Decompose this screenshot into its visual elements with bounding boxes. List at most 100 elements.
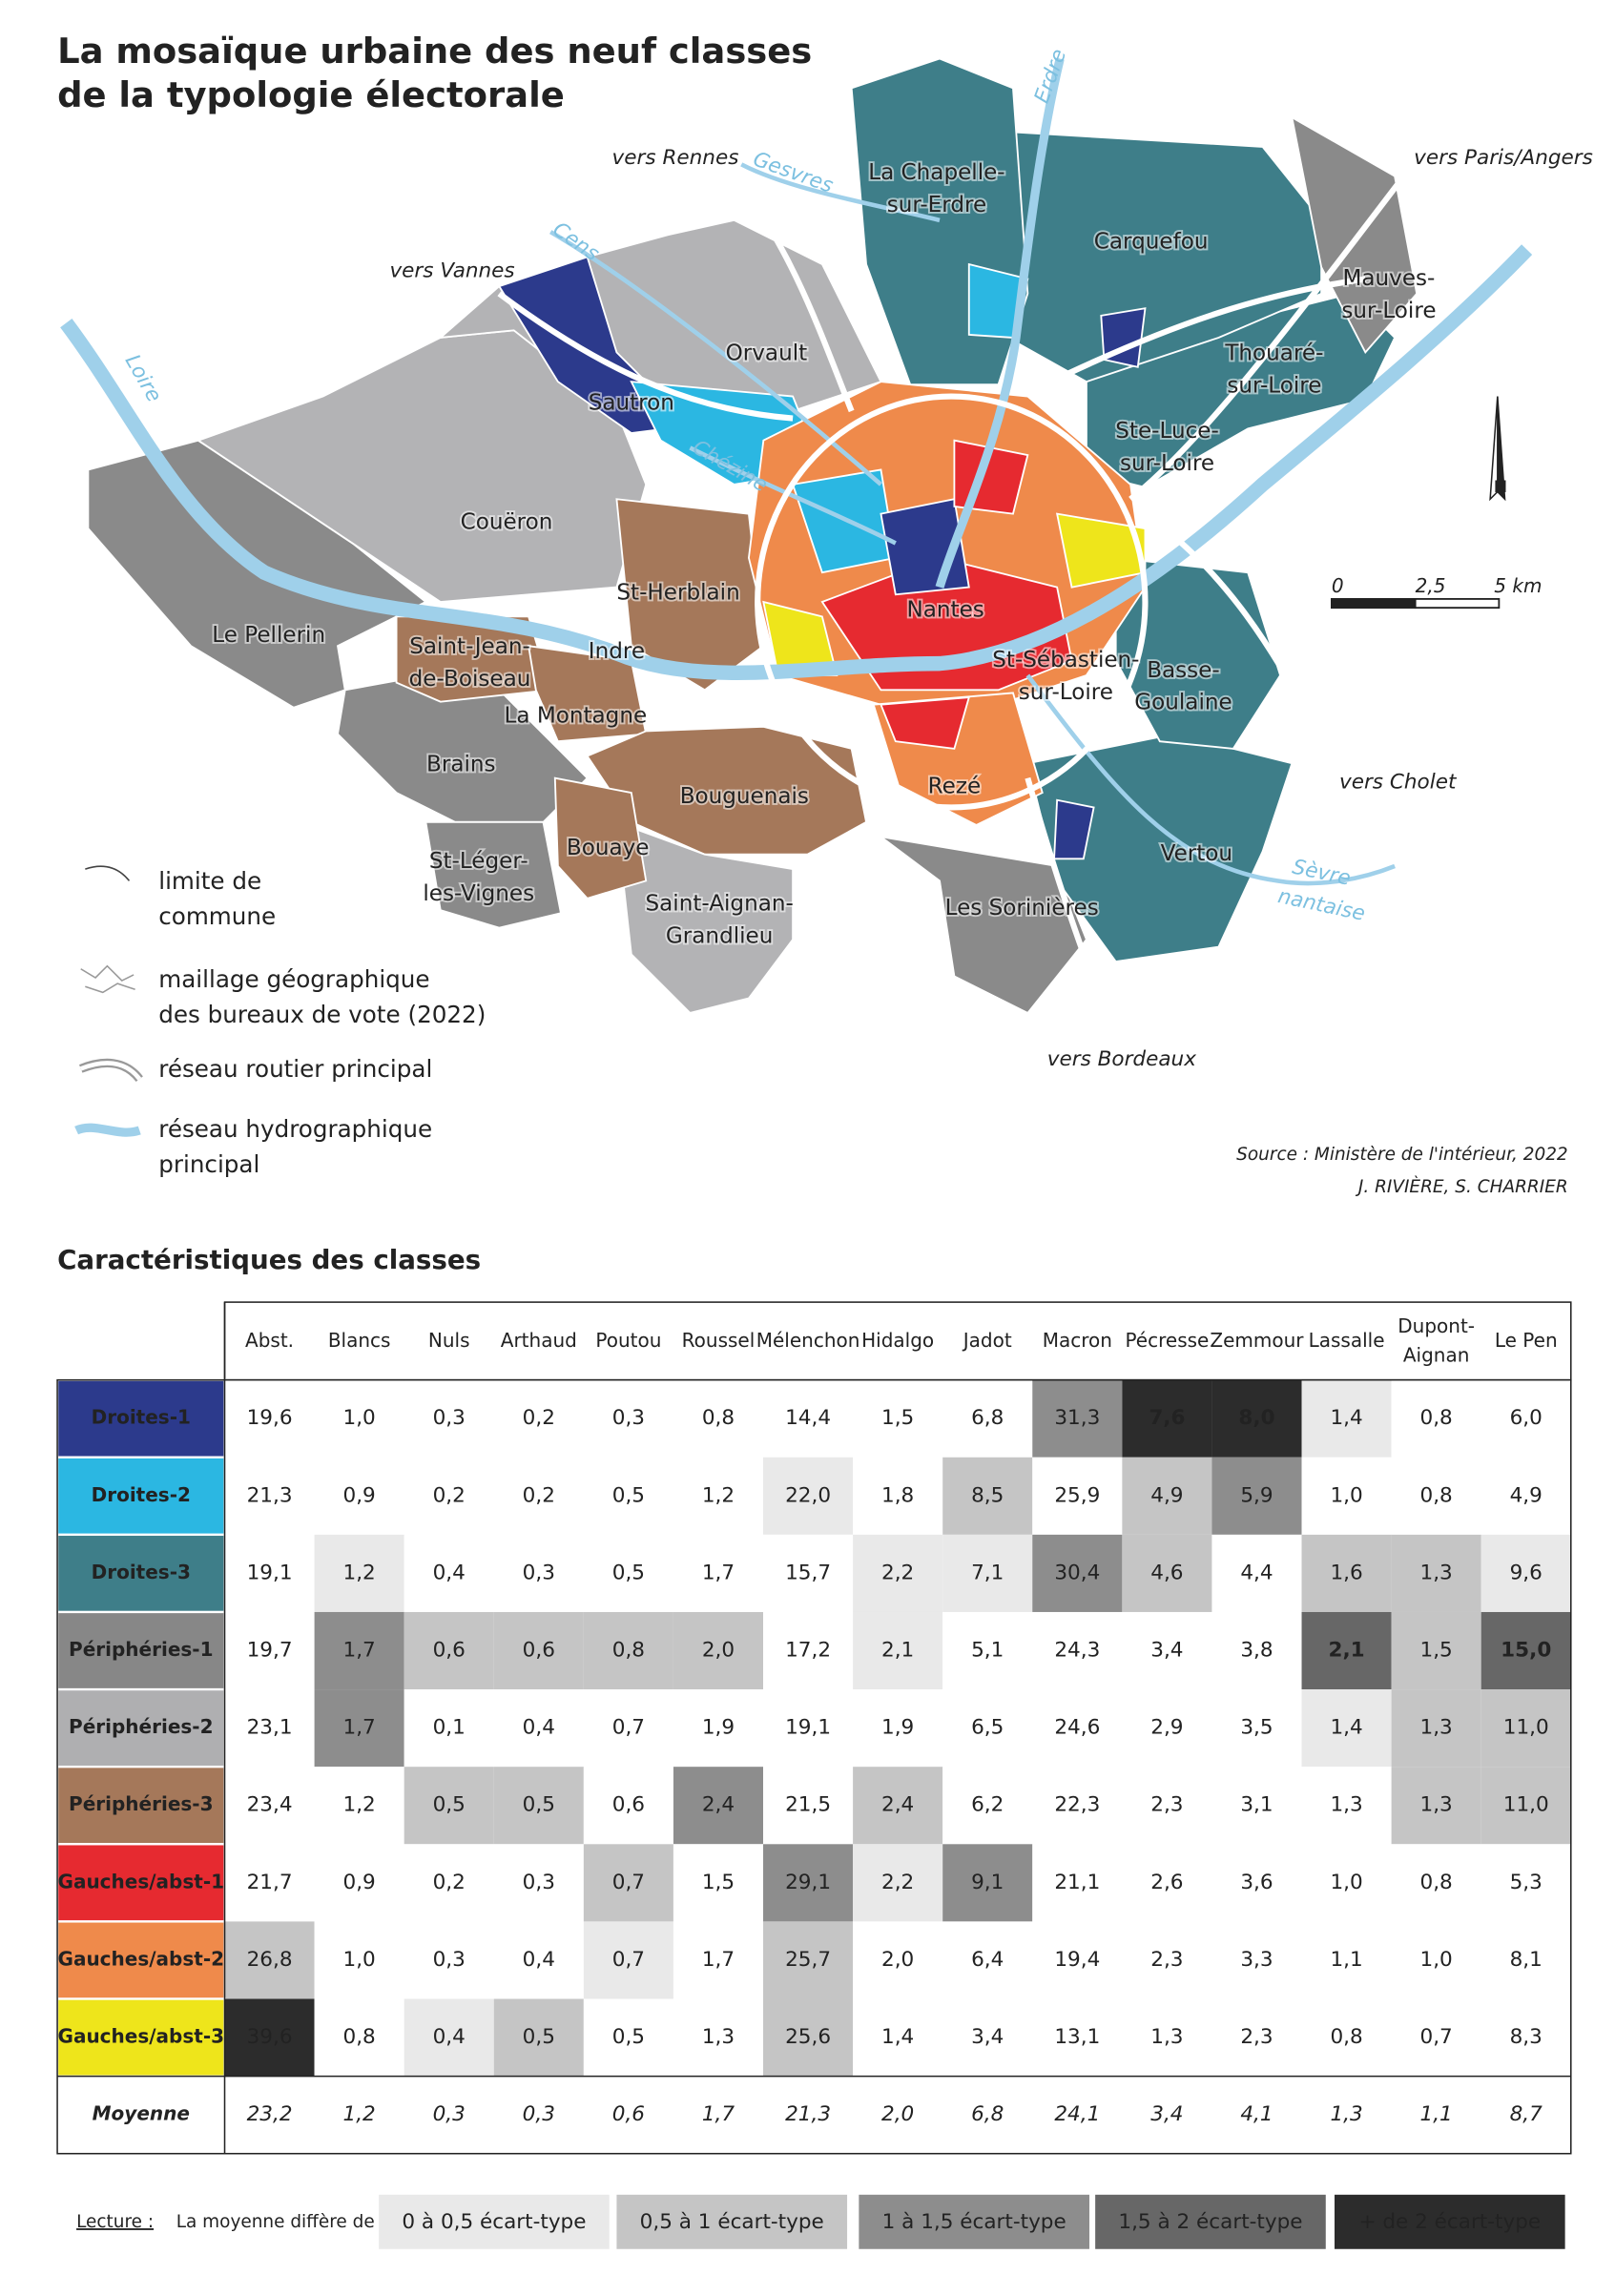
cell	[314, 1611, 404, 1690]
scale-label: 5 km	[1494, 574, 1542, 597]
cell	[1211, 1998, 1302, 2077]
cell-value: 6,8	[971, 1406, 1004, 1430]
cell	[493, 1998, 584, 2077]
cell-value: 0,4	[433, 2025, 466, 2049]
cell-value: 24,6	[1054, 1716, 1100, 1740]
road	[497, 291, 794, 422]
place-label: Le Pellerin	[212, 623, 325, 648]
cell-value: 2,2	[881, 1561, 914, 1584]
place-label: St-Herblain	[616, 580, 739, 605]
legend-label: des bureaux de vote (2022)	[158, 1001, 486, 1028]
river	[740, 162, 941, 223]
cell-value: 2,1	[1328, 1639, 1364, 1663]
cell-value: 8,0	[1238, 1406, 1274, 1430]
class-name: Droites-2	[92, 1483, 191, 1506]
river	[935, 57, 1065, 589]
cell-value: 21,1	[1054, 1871, 1100, 1894]
cell	[942, 1689, 1033, 1768]
cell	[1032, 1534, 1123, 1612]
cell-value: 22,3	[1054, 1793, 1100, 1817]
cell-value: 21,7	[247, 1871, 293, 1894]
river-label: Erdre	[1030, 46, 1071, 106]
reading-prefix: Lecture :	[76, 2212, 154, 2232]
cell	[404, 1379, 494, 1458]
commune	[586, 725, 868, 856]
direction-label: vers Cholet	[1339, 770, 1458, 794]
reading-label: 1,5 à 2 écart-type	[1118, 2210, 1302, 2234]
legend-label: réseau hydrographique	[158, 1115, 432, 1143]
cell	[942, 1998, 1033, 2077]
cell-value: 19,7	[247, 1639, 293, 1663]
cell-value: 0,5	[523, 2025, 555, 2049]
place-label: sur-Loire	[1019, 680, 1113, 705]
cell-value: 5,3	[1510, 1871, 1543, 1894]
legend-label: commune	[158, 902, 276, 930]
cell-value: 1,7	[343, 1716, 376, 1740]
cell-value: 1,3	[1420, 1716, 1453, 1740]
cell-value: 1,9	[881, 1716, 914, 1740]
commune	[424, 820, 563, 929]
cell	[404, 1844, 494, 1922]
column-header: Abst.	[245, 1329, 294, 1352]
cell	[314, 1457, 404, 1535]
place-label: Vertou	[1161, 841, 1232, 866]
cell-value: 0,7	[612, 1716, 645, 1740]
cell	[404, 1457, 494, 1535]
cell-value: 3,5	[1240, 1716, 1273, 1740]
place-label: Mauves-	[1342, 266, 1435, 291]
average-value: 24,1	[1054, 2102, 1100, 2126]
cell-value: 2,6	[1150, 1871, 1183, 1894]
cell-value: 4,9	[1150, 1483, 1183, 1507]
cell-value: 1,8	[881, 1483, 914, 1507]
average-value: 4,1	[1240, 2102, 1273, 2126]
place-label: La Chapelle-	[868, 160, 1004, 185]
cell	[1480, 1611, 1571, 1690]
cell-value: 0,8	[1420, 1406, 1453, 1430]
cell	[493, 1689, 584, 1768]
table: Caractéristiques des classes Abst. Blancs N…	[55, 1244, 1572, 2249]
cell-value: 1,5	[702, 1871, 735, 1894]
cell	[404, 1998, 494, 2077]
river-label: Loire	[120, 351, 166, 407]
cell-value: 0,6	[523, 1639, 555, 1663]
cell-value: 0,3	[612, 1406, 645, 1430]
river	[1025, 673, 1396, 886]
cell-value: 2,3	[1150, 1948, 1183, 1972]
place-label: Orvault	[726, 341, 808, 365]
authors: J. RIVIÈRE, S. CHARRIER	[1355, 1176, 1568, 1197]
column-header: Pécresse	[1125, 1329, 1209, 1352]
cell-value: 5,1	[971, 1639, 1004, 1663]
cell-value: 3,4	[1150, 1639, 1183, 1663]
cell	[1301, 1767, 1392, 1845]
source: Source : Ministère de l'intérieur, 2022	[1236, 1145, 1568, 1165]
cell-value: 3,4	[971, 2025, 1004, 2049]
place-label: les-Vignes	[423, 881, 534, 906]
north-arrow	[1489, 396, 1506, 502]
cell-value: 7,1	[971, 1561, 1004, 1584]
cell-value: 1,0	[1420, 1948, 1453, 1972]
cell	[1480, 1767, 1571, 1845]
cell	[763, 1689, 854, 1768]
place-label: Goulaine	[1134, 691, 1232, 715]
cell-value: 2,0	[881, 1948, 914, 1972]
column-header: Aignan	[1403, 1344, 1470, 1367]
cell	[314, 1921, 404, 1999]
cell-value: 0,5	[612, 1561, 645, 1584]
commune	[553, 776, 648, 900]
cell-value: 1,3	[1420, 1793, 1453, 1817]
average-value: 0,3	[523, 2102, 555, 2126]
cell-value: 0,2	[523, 1483, 555, 1507]
reading-text: La moyenne diffère de ...	[176, 2212, 397, 2232]
cell-value: 2,0	[702, 1639, 735, 1663]
cell-value: 11,0	[1503, 1716, 1549, 1740]
cell-value: 1,0	[1330, 1483, 1362, 1507]
cell	[1391, 1921, 1481, 1999]
title-line: La mosaïque urbaine des neuf classes	[57, 31, 812, 72]
class-swatch	[55, 1766, 226, 1846]
cell-value: 1,4	[881, 2025, 914, 2049]
class-name: Gauches/abst-2	[58, 1947, 225, 1970]
cell-value: 25,9	[1054, 1483, 1100, 1507]
arrow	[1489, 396, 1499, 502]
